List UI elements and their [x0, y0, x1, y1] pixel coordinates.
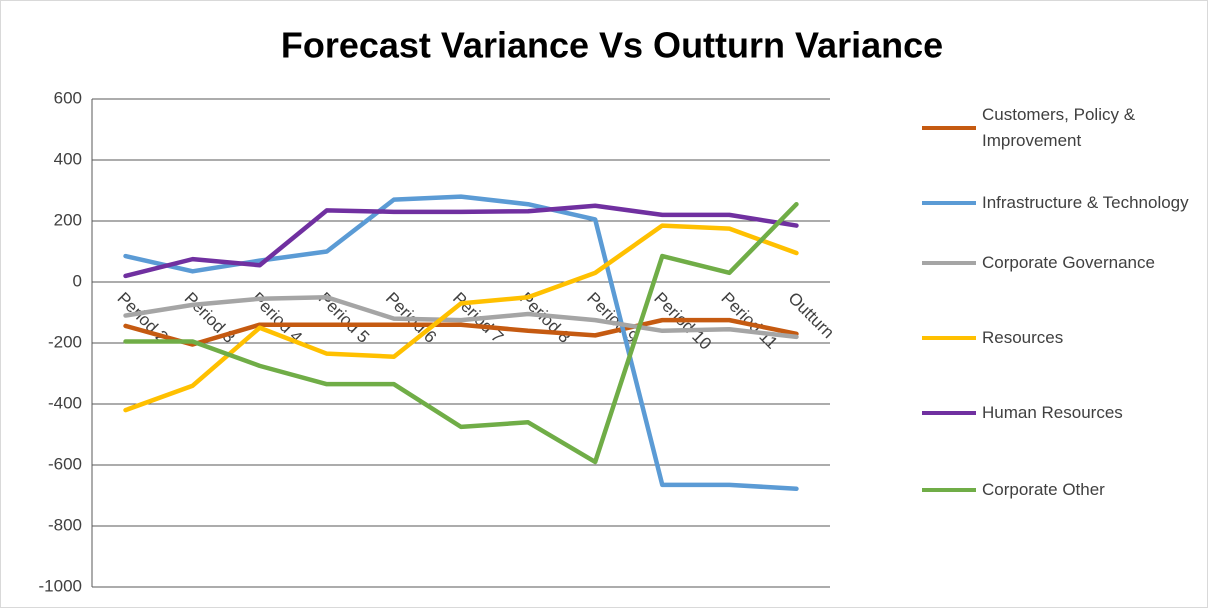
- legend-item: Resources: [922, 325, 1208, 351]
- legend-swatch: [922, 261, 976, 265]
- y-tick-label: 0: [73, 271, 82, 290]
- legend-label: Corporate Governance: [982, 253, 1155, 272]
- series-line: [123, 317, 799, 347]
- legend-item: Human Resources: [922, 400, 1208, 426]
- y-tick-label: -800: [48, 515, 82, 534]
- legend-label: Infrastructure & Technology: [982, 193, 1189, 212]
- legend-swatch: [922, 488, 976, 492]
- legend-swatch: [922, 201, 976, 205]
- legend-item: Infrastructure & Technology: [922, 190, 1208, 216]
- series-line: [123, 203, 799, 279]
- y-tick-label: 400: [54, 149, 82, 168]
- series-line: [123, 295, 799, 340]
- y-tick-label: 200: [54, 210, 82, 229]
- y-tick-label: -1000: [39, 576, 82, 595]
- y-tick-label: 600: [54, 88, 82, 107]
- legend-swatch: [922, 336, 976, 340]
- y-tick-label: -400: [48, 393, 82, 412]
- y-tick-label: -200: [48, 332, 82, 351]
- legend-swatch: [922, 126, 976, 130]
- legend-item: Corporate Governance: [922, 250, 1208, 276]
- legend-label: Corporate Other: [982, 480, 1105, 499]
- legend-label: Resources: [982, 328, 1064, 347]
- legend-label: Human Resources: [982, 403, 1123, 422]
- series-line: [123, 201, 799, 465]
- y-tick-label: -600: [48, 454, 82, 473]
- legend-label: Customers, Policy & Improvement: [982, 105, 1136, 150]
- legend-swatch: [922, 411, 976, 415]
- legend-item: Corporate Other: [922, 477, 1208, 503]
- series-line: [123, 223, 799, 413]
- chart-title: Forecast Variance Vs Outturn Variance: [281, 25, 943, 66]
- legend-item: Customers, Policy & Improvement: [922, 102, 1208, 154]
